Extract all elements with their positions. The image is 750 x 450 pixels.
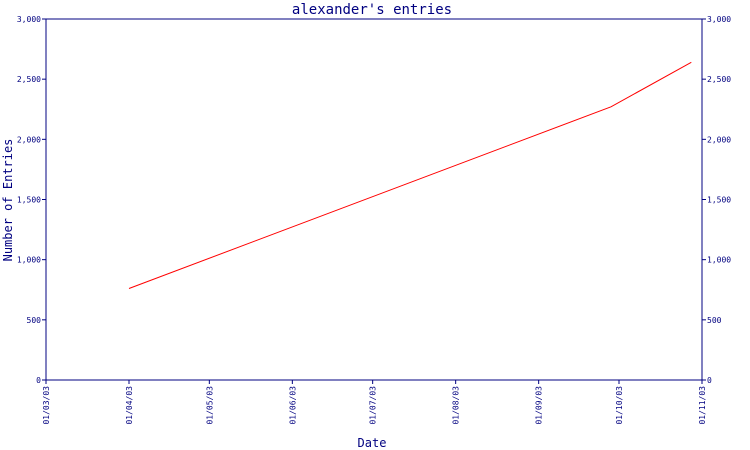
y-tick-label-left: 0: [36, 376, 41, 385]
plot-frame: [45, 18, 703, 381]
x-tick-label: 01/06/03: [288, 386, 297, 425]
y-tick-label-right: 2,500: [707, 75, 731, 84]
y-tick-label-left: 2,500: [17, 75, 41, 84]
x-tick-label: 01/08/03: [452, 386, 461, 425]
y-tick-label-left: 2,000: [17, 135, 41, 144]
y-tick-label-left: 1,000: [17, 256, 41, 265]
y-tick-label-right: 3,000: [707, 15, 731, 24]
series-group: [128, 61, 692, 289]
x-tick-label: 01/05/03: [205, 386, 214, 425]
x-tick-label: 01/09/03: [535, 386, 544, 425]
series-line: [128, 61, 692, 289]
y-axis-right: 0 500 1,000 1,500 2,000 2,500 3,000: [702, 15, 731, 385]
x-tick-label: 01/10/03: [615, 386, 624, 425]
y-axis-label: Number of Entries: [1, 139, 15, 262]
x-tick-label: 01/03/03: [42, 386, 51, 425]
x-axis-label: Date: [358, 436, 387, 450]
y-tick-label-right: 2,000: [707, 135, 731, 144]
y-tick-label-right: 0: [707, 376, 712, 385]
y-tick-label-left: 3,000: [17, 15, 41, 24]
chart-title: alexander's entries: [292, 2, 452, 18]
x-tick-label: 01/07/03: [369, 386, 378, 425]
x-tick-label: 01/11/03: [698, 386, 707, 425]
y-tick-label-left: 1,500: [17, 196, 41, 205]
y-tick-label-left: 500: [27, 316, 42, 325]
y-tick-label-right: 1,500: [707, 196, 731, 205]
x-tick-label: 01/04/03: [125, 386, 134, 425]
x-axis: 01/03/03 01/04/03 01/05/03 01/06/03 01/07/03…: [42, 380, 707, 425]
y-tick-label-right: 1,000: [707, 256, 731, 265]
y-axis-left: 0 500 1,000 1,500 2,000 2,500 3,000: [17, 15, 46, 385]
y-tick-label-right: 500: [707, 316, 722, 325]
